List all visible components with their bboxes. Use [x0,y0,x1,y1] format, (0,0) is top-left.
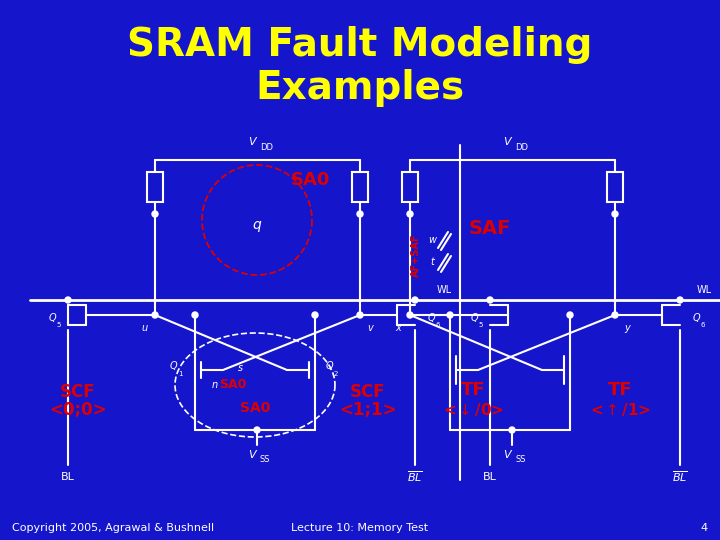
Circle shape [357,211,363,217]
Text: WL: WL [437,285,452,295]
Text: 4: 4 [701,523,708,533]
Bar [607,172,623,202]
Circle shape [407,312,413,318]
Text: SS: SS [260,456,271,464]
Text: SAF: SAF [469,219,511,238]
Text: Q: Q [692,313,700,323]
Bar [352,172,368,202]
Text: WL: WL [697,285,712,295]
Text: BL: BL [61,472,75,482]
Text: t: t [430,257,434,267]
Circle shape [312,312,318,318]
Text: w: w [428,235,436,245]
Circle shape [357,312,363,318]
Circle shape [612,312,618,318]
Circle shape [509,427,515,433]
Text: 2: 2 [334,371,338,377]
Text: SS: SS [515,456,526,464]
Text: 5: 5 [57,322,61,328]
Circle shape [677,297,683,303]
Text: q: q [253,218,261,232]
Circle shape [152,211,158,217]
Circle shape [254,427,260,433]
Text: SA0: SA0 [220,379,247,392]
Text: <1;1>: <1;1> [339,401,397,419]
Circle shape [192,312,198,318]
Text: x: x [395,323,401,333]
Circle shape [567,312,573,318]
Text: s: s [238,363,243,373]
Circle shape [152,312,158,318]
Text: V: V [248,137,256,147]
Text: V: V [248,450,256,460]
Text: Examples: Examples [256,69,464,107]
Text: Q: Q [48,313,56,323]
Text: V: V [503,137,510,147]
Text: DD: DD [260,144,273,152]
Text: V: V [503,450,510,460]
Circle shape [447,312,453,318]
Text: SRAM Fault Modeling: SRAM Fault Modeling [127,26,593,64]
Text: 5: 5 [479,322,483,328]
Text: Copyright 2005, Agrawal & Bushnell: Copyright 2005, Agrawal & Bushnell [12,523,214,533]
Text: Q: Q [325,361,333,371]
Text: 6: 6 [701,322,706,328]
Text: TF: TF [608,381,632,399]
Text: 1: 1 [178,371,182,377]
Circle shape [487,297,493,303]
Text: SCF: SCF [350,383,386,401]
Text: SA0: SA0 [240,401,270,415]
Bar [402,172,418,202]
Text: AF+SAF: AF+SAF [411,233,421,276]
Text: $\overline{BL}$: $\overline{BL}$ [672,470,688,484]
Bar [147,172,163,202]
Text: n: n [212,380,218,390]
Text: <0;0>: <0;0> [49,401,107,419]
Text: v: v [367,323,373,333]
Text: SCF: SCF [60,383,96,401]
Text: DD: DD [515,144,528,152]
Text: BL: BL [483,472,497,482]
Circle shape [612,211,618,217]
Text: 6: 6 [436,322,440,328]
Text: Q: Q [427,313,435,323]
Circle shape [407,211,413,217]
Text: Q: Q [169,361,177,371]
Text: TF: TF [461,381,485,399]
Circle shape [65,297,71,303]
Text: <$\downarrow$/0>: <$\downarrow$/0> [443,402,503,418]
Text: $\overline{BL}$: $\overline{BL}$ [407,470,423,484]
Text: y: y [624,323,630,333]
Text: u: u [142,323,148,333]
Text: Q: Q [470,313,478,323]
Text: Lecture 10: Memory Test: Lecture 10: Memory Test [292,523,428,533]
Text: <$\uparrow$/1>: <$\uparrow$/1> [590,402,650,418]
Text: SA0: SA0 [290,171,330,189]
Circle shape [412,297,418,303]
